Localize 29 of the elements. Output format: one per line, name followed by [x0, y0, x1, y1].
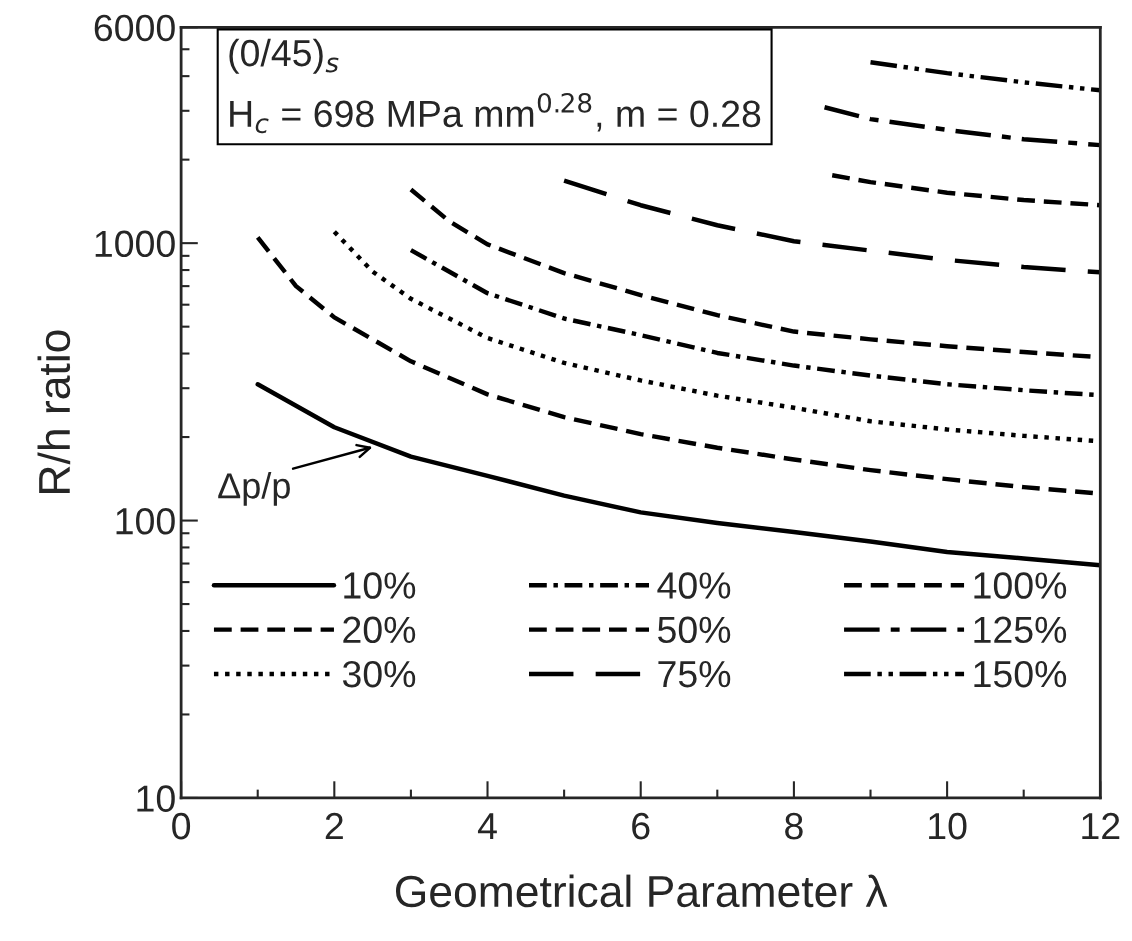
- x-tick-label: 6: [632, 812, 650, 840]
- legend-label: 50%: [658, 616, 731, 644]
- line-series: [822, 105, 1101, 148]
- x-axis-title: Geometrical Parameter λ: [395, 874, 888, 908]
- annotation: Δp/p: [218, 472, 290, 506]
- line-series: [829, 173, 1101, 208]
- legend-label: 150%: [974, 660, 1067, 688]
- legend-label: 40%: [657, 572, 731, 599]
- x-tick-label: 8: [785, 812, 803, 840]
- x-tick-label: 12: [1082, 812, 1120, 840]
- annotation: H$_{c}$ = 698 MPa mm$^{0.28}$, m = 0.28: [230, 92, 761, 134]
- y-tick-label: 10: [137, 785, 175, 812]
- x-tick-label: 4: [477, 813, 497, 840]
- legend-label: 10%: [344, 572, 416, 599]
- legend-label: 100%: [974, 572, 1067, 599]
- y-axis-title: R/h ratio: [37, 330, 71, 493]
- annotation: (0/45)$_{s}$: [229, 38, 339, 74]
- legend-label: 125%: [974, 616, 1067, 644]
- legend-label: 75%: [658, 661, 731, 688]
- x-tick-label: 0: [172, 812, 191, 840]
- y-tick-label: 6000: [94, 14, 175, 42]
- x-tick-label: 2: [325, 812, 343, 840]
- x-tick-label: 10: [929, 812, 967, 840]
- line-series: [868, 60, 1101, 93]
- legend-label: 20%: [343, 616, 416, 644]
- y-tick-label: 100: [116, 507, 175, 535]
- legend-label: 30%: [342, 660, 416, 688]
- line-series: [561, 178, 1101, 275]
- y-tick-label: 1000: [95, 230, 175, 258]
